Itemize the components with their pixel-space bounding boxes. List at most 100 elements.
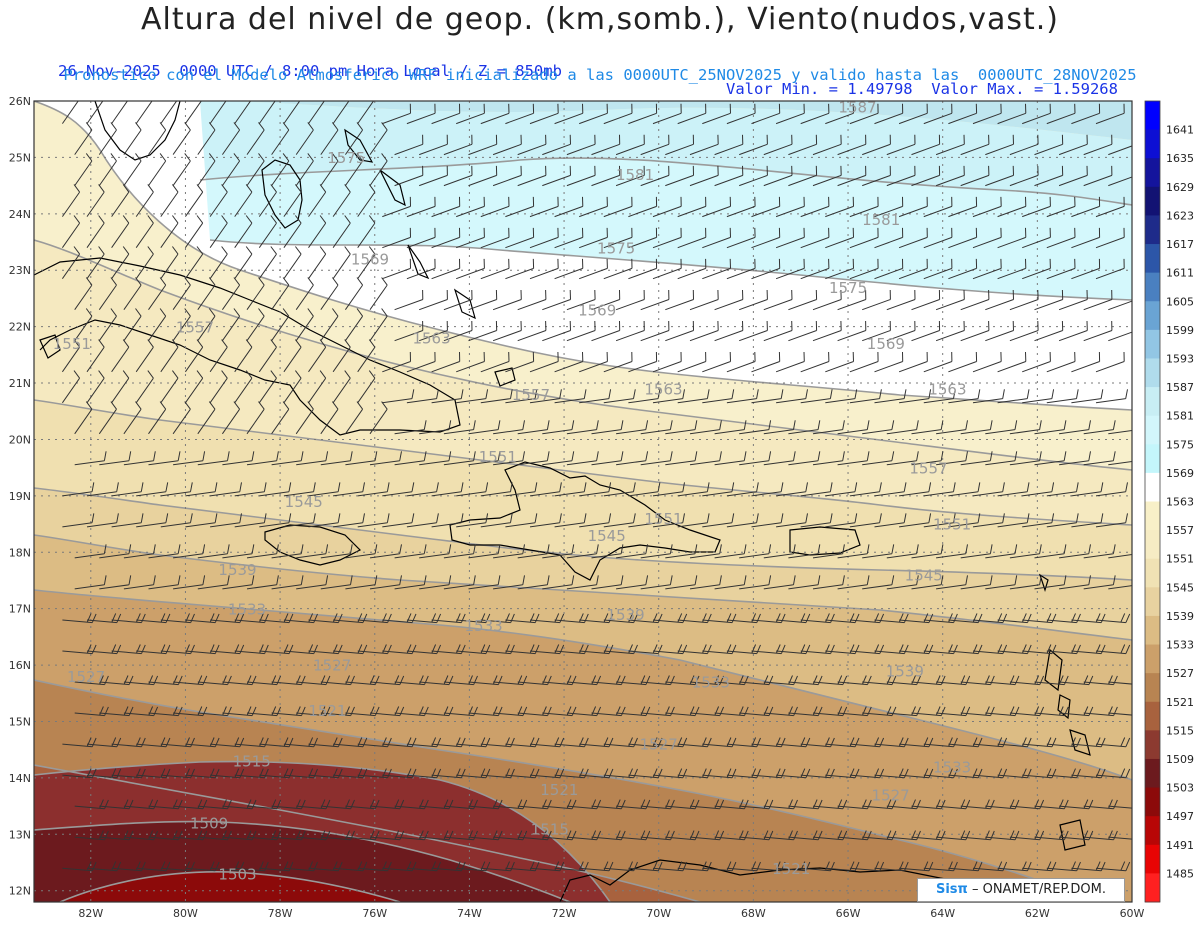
- wind-barb: [123, 122, 142, 155]
- wind-barb: [911, 830, 946, 841]
- wind-barb: [443, 706, 478, 717]
- wind-barb: [197, 706, 232, 717]
- colorbar-label: 1587: [1166, 381, 1194, 394]
- contour-label: 1575: [829, 279, 867, 297]
- wind-barb: [209, 184, 228, 217]
- wind-barb: [468, 320, 498, 342]
- wind-barb: [677, 103, 707, 125]
- wind-barb: [726, 482, 759, 497]
- wind-barb: [148, 544, 181, 559]
- wind-barb: [1083, 320, 1113, 342]
- wind-barb: [111, 737, 146, 748]
- wind-barb: [135, 246, 154, 279]
- wind-barb: [849, 644, 885, 655]
- wind-barb: [1046, 196, 1076, 218]
- wind-barb: [332, 184, 351, 217]
- wind-barb: [382, 389, 415, 404]
- wind-barb: [185, 513, 218, 528]
- wind-barb: [775, 227, 805, 249]
- wind-barb: [1059, 544, 1091, 559]
- wind-barb: [751, 258, 781, 280]
- wind-barb: [603, 768, 638, 779]
- wind-barb: [382, 196, 411, 218]
- wind-barb: [640, 165, 670, 187]
- wind-barb: [739, 451, 772, 466]
- wind-barb: [677, 196, 707, 218]
- wind-barb: [923, 196, 953, 218]
- wind-barb: [689, 799, 725, 810]
- wind-barb: [505, 227, 535, 249]
- wind-barb: [603, 644, 638, 655]
- wind-barb: [1071, 103, 1101, 125]
- lat-label-22N: 22N: [9, 321, 31, 334]
- contour-label: 1569: [867, 335, 905, 353]
- wind-barb: [862, 544, 895, 559]
- colorbar-label: 1515: [1166, 724, 1194, 737]
- wind-barb: [923, 861, 958, 872]
- wind-barb: [456, 351, 485, 373]
- wind-barb: [739, 575, 772, 590]
- wind-barb: [936, 420, 968, 435]
- wind-barb: [542, 706, 577, 717]
- wind-barb: [849, 513, 882, 528]
- wind-barb: [1009, 706, 1045, 717]
- brand-text: Sisπ: [935, 882, 968, 897]
- contour-label: 1509: [190, 815, 228, 833]
- wind-barb: [640, 575, 673, 590]
- wind-barb: [296, 706, 331, 717]
- wind-barb: [726, 227, 756, 249]
- wind-barb: [702, 613, 737, 624]
- wind-barb: [259, 768, 294, 779]
- wind-barb: [812, 134, 842, 156]
- wind-barb: [1083, 165, 1113, 187]
- wind-barb: [862, 289, 891, 311]
- colorbar-swatch: [1145, 730, 1160, 760]
- wind-barb: [221, 153, 241, 186]
- wind-barb: [99, 575, 132, 590]
- lat-label-18N: 18N: [9, 546, 31, 559]
- wind-barb: [812, 320, 842, 342]
- coast-bahamas-3: [407, 244, 430, 280]
- wind-barb: [394, 706, 429, 717]
- wind-barb: [628, 351, 658, 373]
- wind-barb: [849, 227, 879, 249]
- wind-barb: [1108, 681, 1132, 685]
- contour-label: 1545: [905, 566, 943, 584]
- wind-barb: [615, 134, 645, 156]
- wind-barb: [628, 737, 663, 748]
- wind-barb: [136, 513, 169, 528]
- wind-barb: [985, 134, 1014, 156]
- wind-barb: [911, 165, 941, 187]
- wind-barb: [640, 799, 675, 810]
- wind-barb: [99, 830, 134, 841]
- wind-barb: [591, 799, 626, 810]
- wind-barb: [258, 370, 277, 404]
- longitude-labels: 82W 80W 78W 76W 74W 72W 70W 68W 66W 64W 62W 60W: [78, 907, 1144, 920]
- wind-barb: [419, 451, 452, 466]
- colorbar-label: 1581: [1166, 410, 1194, 423]
- wind-barb: [74, 706, 109, 717]
- contour-label: 1527: [640, 736, 678, 754]
- wind-barb: [529, 737, 565, 748]
- wind-barb: [345, 799, 380, 810]
- wind-barb: [616, 675, 651, 686]
- wind-barb: [296, 830, 331, 841]
- wind-barb: [1059, 799, 1094, 810]
- wind-barb: [320, 122, 339, 155]
- colorbar-swatch: [1145, 530, 1160, 560]
- wind-barb: [702, 482, 735, 497]
- wind-barb: [972, 227, 1002, 249]
- wind-barb: [62, 737, 97, 748]
- wind-barb: [542, 420, 575, 435]
- wind-barb: [776, 389, 808, 404]
- colorbar-swatch: [1145, 301, 1160, 331]
- wind-barb: [603, 513, 636, 528]
- wind-barb: [184, 101, 202, 124]
- wind-barb: [579, 389, 612, 404]
- wind-barb: [283, 215, 302, 248]
- wind-barb: [431, 351, 461, 373]
- wind-barb: [111, 482, 144, 497]
- wind-barb: [258, 101, 276, 124]
- wind-barb: [837, 830, 872, 841]
- wind-barb: [480, 103, 510, 125]
